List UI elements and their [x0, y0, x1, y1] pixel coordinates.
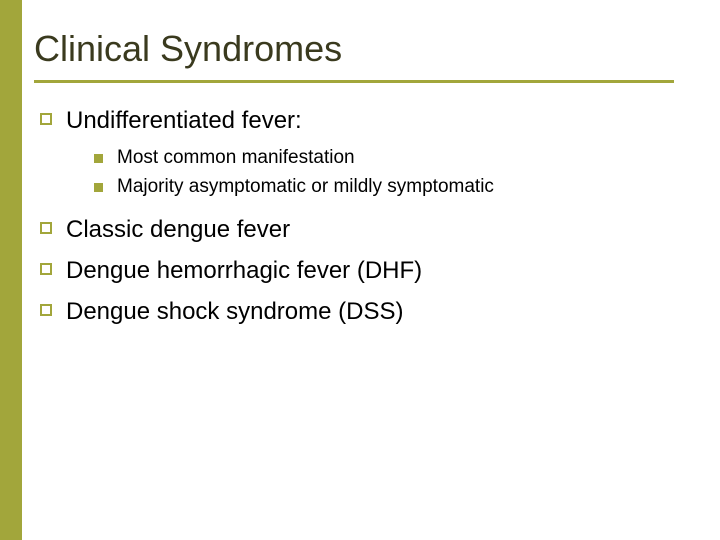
hollow-square-bullet-icon	[40, 113, 52, 125]
sublist: Most common manifestation Majority asympt…	[94, 146, 700, 199]
list-item-text: Dengue shock syndrome (DSS)	[66, 296, 403, 327]
sublist-item: Majority asymptomatic or mildly symptoma…	[94, 175, 700, 200]
bullet-list: Undifferentiated fever: Most common manif…	[34, 105, 700, 327]
solid-square-bullet-icon	[94, 183, 103, 192]
sublist-item: Most common manifestation	[94, 146, 700, 171]
left-sidebar-accent	[0, 0, 22, 540]
hollow-square-bullet-icon	[40, 222, 52, 234]
slide-content: Clinical Syndromes Undifferentiated feve…	[34, 28, 700, 337]
sublist-item-text: Majority asymptomatic or mildly symptoma…	[117, 175, 494, 200]
list-item-text: Classic dengue fever	[66, 214, 290, 245]
list-item: Dengue shock syndrome (DSS)	[40, 296, 700, 327]
sublist-item-text: Most common manifestation	[117, 146, 355, 171]
slide-title: Clinical Syndromes	[34, 28, 700, 76]
list-item-text: Dengue hemorrhagic fever (DHF)	[66, 255, 422, 286]
solid-square-bullet-icon	[94, 154, 103, 163]
list-item: Undifferentiated fever:	[40, 105, 700, 136]
hollow-square-bullet-icon	[40, 263, 52, 275]
list-item: Classic dengue fever	[40, 214, 700, 245]
title-underline	[34, 80, 674, 83]
list-item-text: Undifferentiated fever:	[66, 105, 302, 136]
hollow-square-bullet-icon	[40, 304, 52, 316]
list-item: Dengue hemorrhagic fever (DHF)	[40, 255, 700, 286]
